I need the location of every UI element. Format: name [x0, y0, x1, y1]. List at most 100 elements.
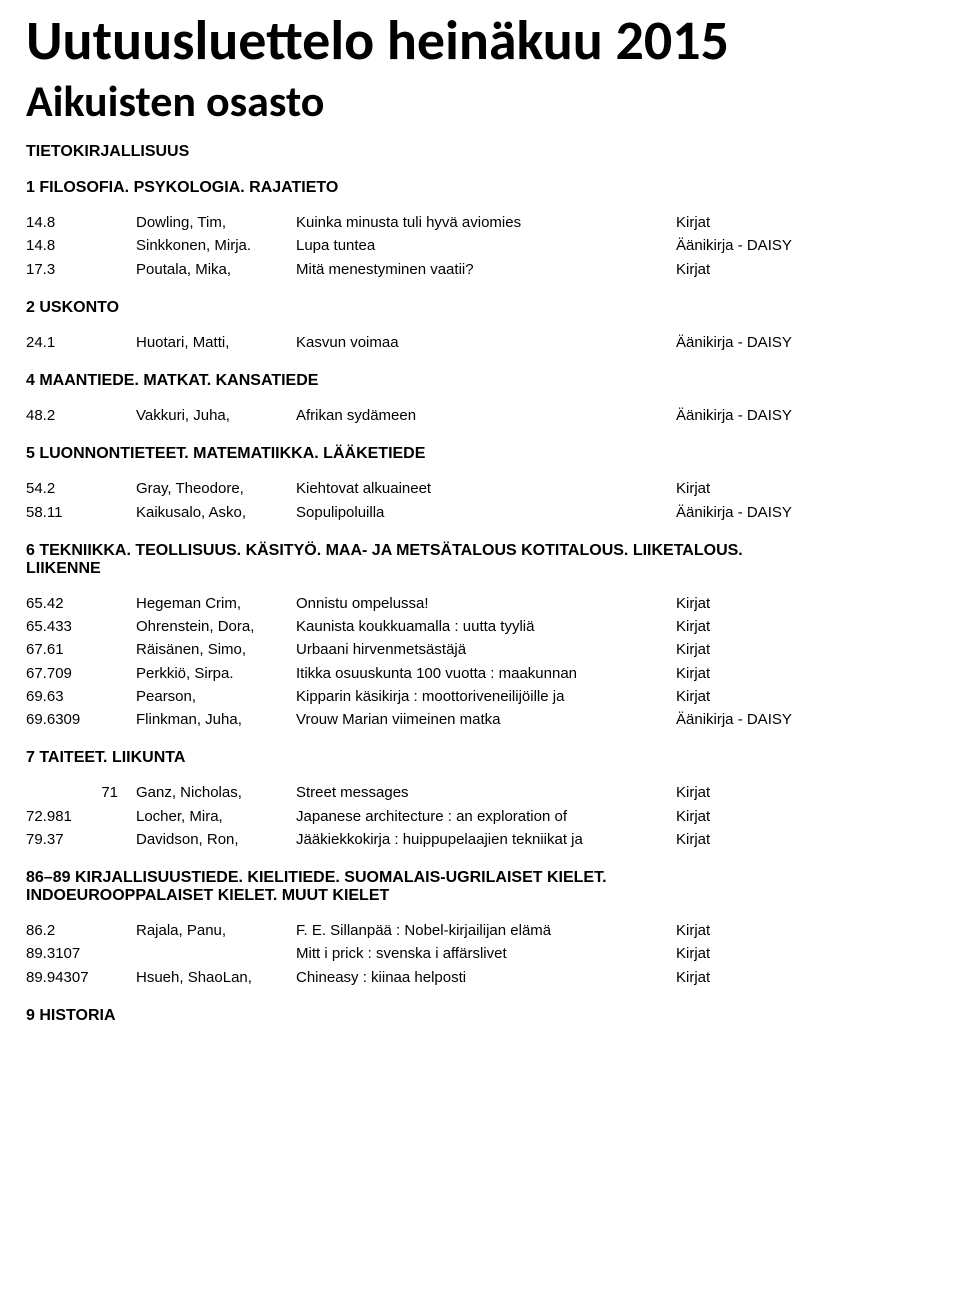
row-author: Dowling, Tim, [136, 211, 296, 234]
section-heading: 9 HISTORIA [26, 1007, 786, 1025]
section-heading: 86–89 KIRJALLISUUSTIEDE. KIELITIEDE. SUO… [26, 869, 786, 905]
table-row: 14.8Sinkkonen, Mirja.Lupa tunteaÄänikirj… [26, 234, 934, 257]
section-heading: 7 TAITEET. LIIKUNTA [26, 749, 786, 767]
table-row: 14.8Dowling, Tim,Kuinka minusta tuli hyv… [26, 211, 934, 234]
row-title: Street messages [296, 781, 676, 804]
row-format: Kirjat [676, 662, 934, 685]
row-format: Kirjat [676, 781, 934, 804]
sections-container: TIETOKIRJALLISUUS1 FILOSOFIA. PSYKOLOGIA… [26, 143, 934, 1025]
page-subtitle: Aikuisten osasto [26, 77, 934, 125]
table-row: 69.63Pearson,Kipparin käsikirja : mootto… [26, 685, 934, 708]
row-code: 48.2 [26, 404, 136, 427]
table-row: 69.6309Flinkman, Juha,Vrouw Marian viime… [26, 708, 934, 731]
row-title: Japanese architecture : an exploration o… [296, 805, 676, 828]
row-author: Locher, Mira, [136, 805, 296, 828]
row-title: Afrikan sydämeen [296, 404, 676, 427]
row-code: 14.8 [26, 211, 136, 234]
row-code: 71 [26, 781, 136, 804]
row-code: 72.981 [26, 805, 136, 828]
row-author: Poutala, Mika, [136, 258, 296, 281]
row-title: F. E. Sillanpää : Nobel-kirjailijan eläm… [296, 919, 676, 942]
section-heading: 4 MAANTIEDE. MATKAT. KANSATIEDE [26, 372, 786, 390]
section-rows: 24.1Huotari, Matti,Kasvun voimaaÄänikirj… [26, 331, 934, 354]
row-author: Davidson, Ron, [136, 828, 296, 851]
row-author: Ohrenstein, Dora, [136, 615, 296, 638]
table-row: 24.1Huotari, Matti,Kasvun voimaaÄänikirj… [26, 331, 934, 354]
row-code: 69.63 [26, 685, 136, 708]
table-row: 58.11Kaikusalo, Asko,SopulipoluillaÄänik… [26, 501, 934, 524]
table-row: 48.2Vakkuri, Juha,Afrikan sydämeenÄäniki… [26, 404, 934, 427]
row-format: Kirjat [676, 919, 934, 942]
row-format: Kirjat [676, 592, 934, 615]
row-format: Kirjat [676, 615, 934, 638]
table-row: 17.3Poutala, Mika,Mitä menestyminen vaat… [26, 258, 934, 281]
row-code: 14.8 [26, 234, 136, 257]
row-code: 17.3 [26, 258, 136, 281]
row-author: Vakkuri, Juha, [136, 404, 296, 427]
row-code: 79.37 [26, 828, 136, 851]
row-format: Kirjat [676, 685, 934, 708]
section-heading: 6 TEKNIIKKA. TEOLLISUUS. KÄSITYÖ. MAA- J… [26, 542, 786, 578]
table-row: 72.981Locher, Mira,Japanese architecture… [26, 805, 934, 828]
row-author: Räisänen, Simo, [136, 638, 296, 661]
row-code: 24.1 [26, 331, 136, 354]
row-title: Sopulipoluilla [296, 501, 676, 524]
table-row: 86.2Rajala, Panu,F. E. Sillanpää : Nobel… [26, 919, 934, 942]
row-title: Vrouw Marian viimeinen matka [296, 708, 676, 731]
row-format: Kirjat [676, 638, 934, 661]
page-title: Uutuusluettelo heinäkuu 2015 [26, 12, 934, 71]
row-code: 54.2 [26, 477, 136, 500]
row-format: Äänikirja - DAISY [676, 501, 934, 524]
row-author: Pearson, [136, 685, 296, 708]
row-format: Kirjat [676, 805, 934, 828]
row-author [136, 942, 296, 965]
row-code: 58.11 [26, 501, 136, 524]
row-author: Ganz, Nicholas, [136, 781, 296, 804]
row-code: 65.42 [26, 592, 136, 615]
section-rows: 14.8Dowling, Tim,Kuinka minusta tuli hyv… [26, 211, 934, 281]
table-row: 65.433Ohrenstein, Dora,Kaunista koukkuam… [26, 615, 934, 638]
row-author: Hegeman Crim, [136, 592, 296, 615]
section-heading: 2 USKONTO [26, 299, 786, 317]
row-title: Urbaani hirvenmetsästäjä [296, 638, 676, 661]
row-title: Jääkiekkokirja : huippupelaajien tekniik… [296, 828, 676, 851]
row-format: Kirjat [676, 828, 934, 851]
row-format: Kirjat [676, 477, 934, 500]
row-title: Chineasy : kiinaa helposti [296, 966, 676, 989]
table-row: 79.37Davidson, Ron,Jääkiekkokirja : huip… [26, 828, 934, 851]
row-title: Kasvun voimaa [296, 331, 676, 354]
section-rows: 86.2Rajala, Panu,F. E. Sillanpää : Nobel… [26, 919, 934, 989]
row-title: Mitä menestyminen vaatii? [296, 258, 676, 281]
row-code: 89.94307 [26, 966, 136, 989]
row-format: Kirjat [676, 966, 934, 989]
row-code: 67.61 [26, 638, 136, 661]
row-code: 86.2 [26, 919, 136, 942]
section-rows: 71Ganz, Nicholas,Street messagesKirjat72… [26, 781, 934, 851]
row-title: Onnistu ompelussa! [296, 592, 676, 615]
row-author: Gray, Theodore, [136, 477, 296, 500]
table-row: 89.94307Hsueh, ShaoLan,Chineasy : kiinaa… [26, 966, 934, 989]
row-author: Perkkiö, Sirpa. [136, 662, 296, 685]
row-author: Kaikusalo, Asko, [136, 501, 296, 524]
row-format: Kirjat [676, 258, 934, 281]
table-row: 54.2Gray, Theodore,Kiehtovat alkuaineetK… [26, 477, 934, 500]
row-format: Äänikirja - DAISY [676, 708, 934, 731]
section-rows: 54.2Gray, Theodore,Kiehtovat alkuaineetK… [26, 477, 934, 524]
row-author: Rajala, Panu, [136, 919, 296, 942]
row-format: Äänikirja - DAISY [676, 234, 934, 257]
row-code: 65.433 [26, 615, 136, 638]
table-row: 65.42Hegeman Crim,Onnistu ompelussa!Kirj… [26, 592, 934, 615]
section-rows: 48.2Vakkuri, Juha,Afrikan sydämeenÄäniki… [26, 404, 934, 427]
row-format: Äänikirja - DAISY [676, 404, 934, 427]
row-title: Kuinka minusta tuli hyvä aviomies [296, 211, 676, 234]
row-author: Sinkkonen, Mirja. [136, 234, 296, 257]
row-format: Kirjat [676, 942, 934, 965]
row-code: 67.709 [26, 662, 136, 685]
section-heading: 1 FILOSOFIA. PSYKOLOGIA. RAJATIETO [26, 179, 786, 197]
section-heading: 5 LUONNONTIETEET. MATEMATIIKKA. LÄÄKETIE… [26, 445, 786, 463]
row-title: Kiehtovat alkuaineet [296, 477, 676, 500]
row-author: Huotari, Matti, [136, 331, 296, 354]
row-code: 89.3107 [26, 942, 136, 965]
row-title: Lupa tuntea [296, 234, 676, 257]
row-title: Kaunista koukkuamalla : uutta tyyliä [296, 615, 676, 638]
